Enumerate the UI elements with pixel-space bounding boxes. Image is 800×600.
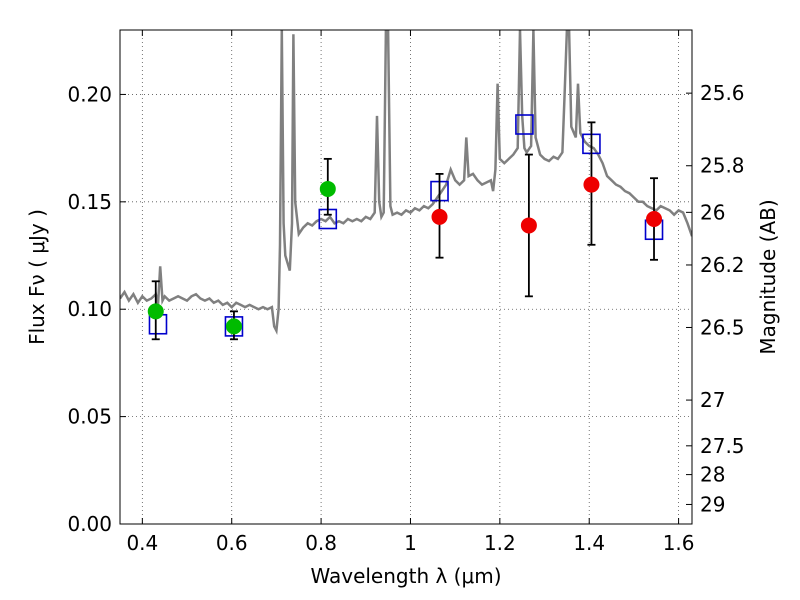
right-tick-label: 26.5: [700, 315, 745, 339]
red-data-point: [583, 176, 600, 193]
spectrum-line: [120, 30, 692, 336]
x-tick-label: 0.6: [216, 531, 248, 555]
right-tick-label: 28: [700, 463, 725, 487]
right-axis-label: Magnitude (AB): [756, 199, 780, 354]
right-tick-label: 27.5: [700, 434, 745, 458]
x-axis-label: Wavelength λ (μm): [310, 564, 501, 588]
y-axis-ticks: 0.00 0.05 0.10 0.15 0.20: [67, 82, 126, 536]
plot-frame: [119, 29, 693, 525]
spectrum-layer: [120, 30, 692, 336]
right-tick-label: 25.8: [700, 154, 745, 178]
y-tick-label: 0.05: [67, 405, 112, 429]
x-tick-label: 0.4: [126, 531, 158, 555]
right-tick-label: 25.6: [700, 81, 745, 105]
x-tick-label: 1.4: [573, 531, 605, 555]
red-data-point: [431, 208, 448, 225]
red-data-point: [646, 211, 663, 228]
y-axis-label: Flux Fν ( μJy ): [25, 209, 49, 345]
green-data-point: [225, 318, 242, 335]
x-tick-label: 1.6: [663, 531, 695, 555]
x-tick-label: 1.2: [484, 531, 516, 555]
right-tick-label: 26: [700, 200, 725, 224]
x-tick-label: 0.8: [305, 531, 337, 555]
model-box-marker: [515, 114, 534, 135]
x-axis-ticks: 0.4 0.6 0.8 1 1.2 1.4 1.6: [126, 30, 695, 555]
x-tick-label: 1: [404, 531, 417, 555]
red-data-point: [520, 217, 537, 234]
y-tick-label: 0.10: [67, 297, 112, 321]
green-data-point: [319, 180, 336, 197]
y-tick-label: 0.15: [67, 190, 112, 214]
right-tick-label: 26.2: [700, 253, 745, 277]
observed-point-layer: [147, 176, 663, 335]
right-axis-ticks: 25.6 25.8 26 26.2 26.5 27 27.5 28 29: [686, 81, 745, 516]
y-tick-label: 0.20: [67, 82, 112, 106]
green-data-point: [147, 303, 164, 320]
errorbar-layer: [151, 121, 659, 341]
right-tick-label: 27: [700, 388, 725, 412]
right-tick-label: 29: [700, 492, 725, 516]
y-tick-label: 0.00: [67, 512, 112, 536]
grid-lines: [120, 30, 692, 525]
